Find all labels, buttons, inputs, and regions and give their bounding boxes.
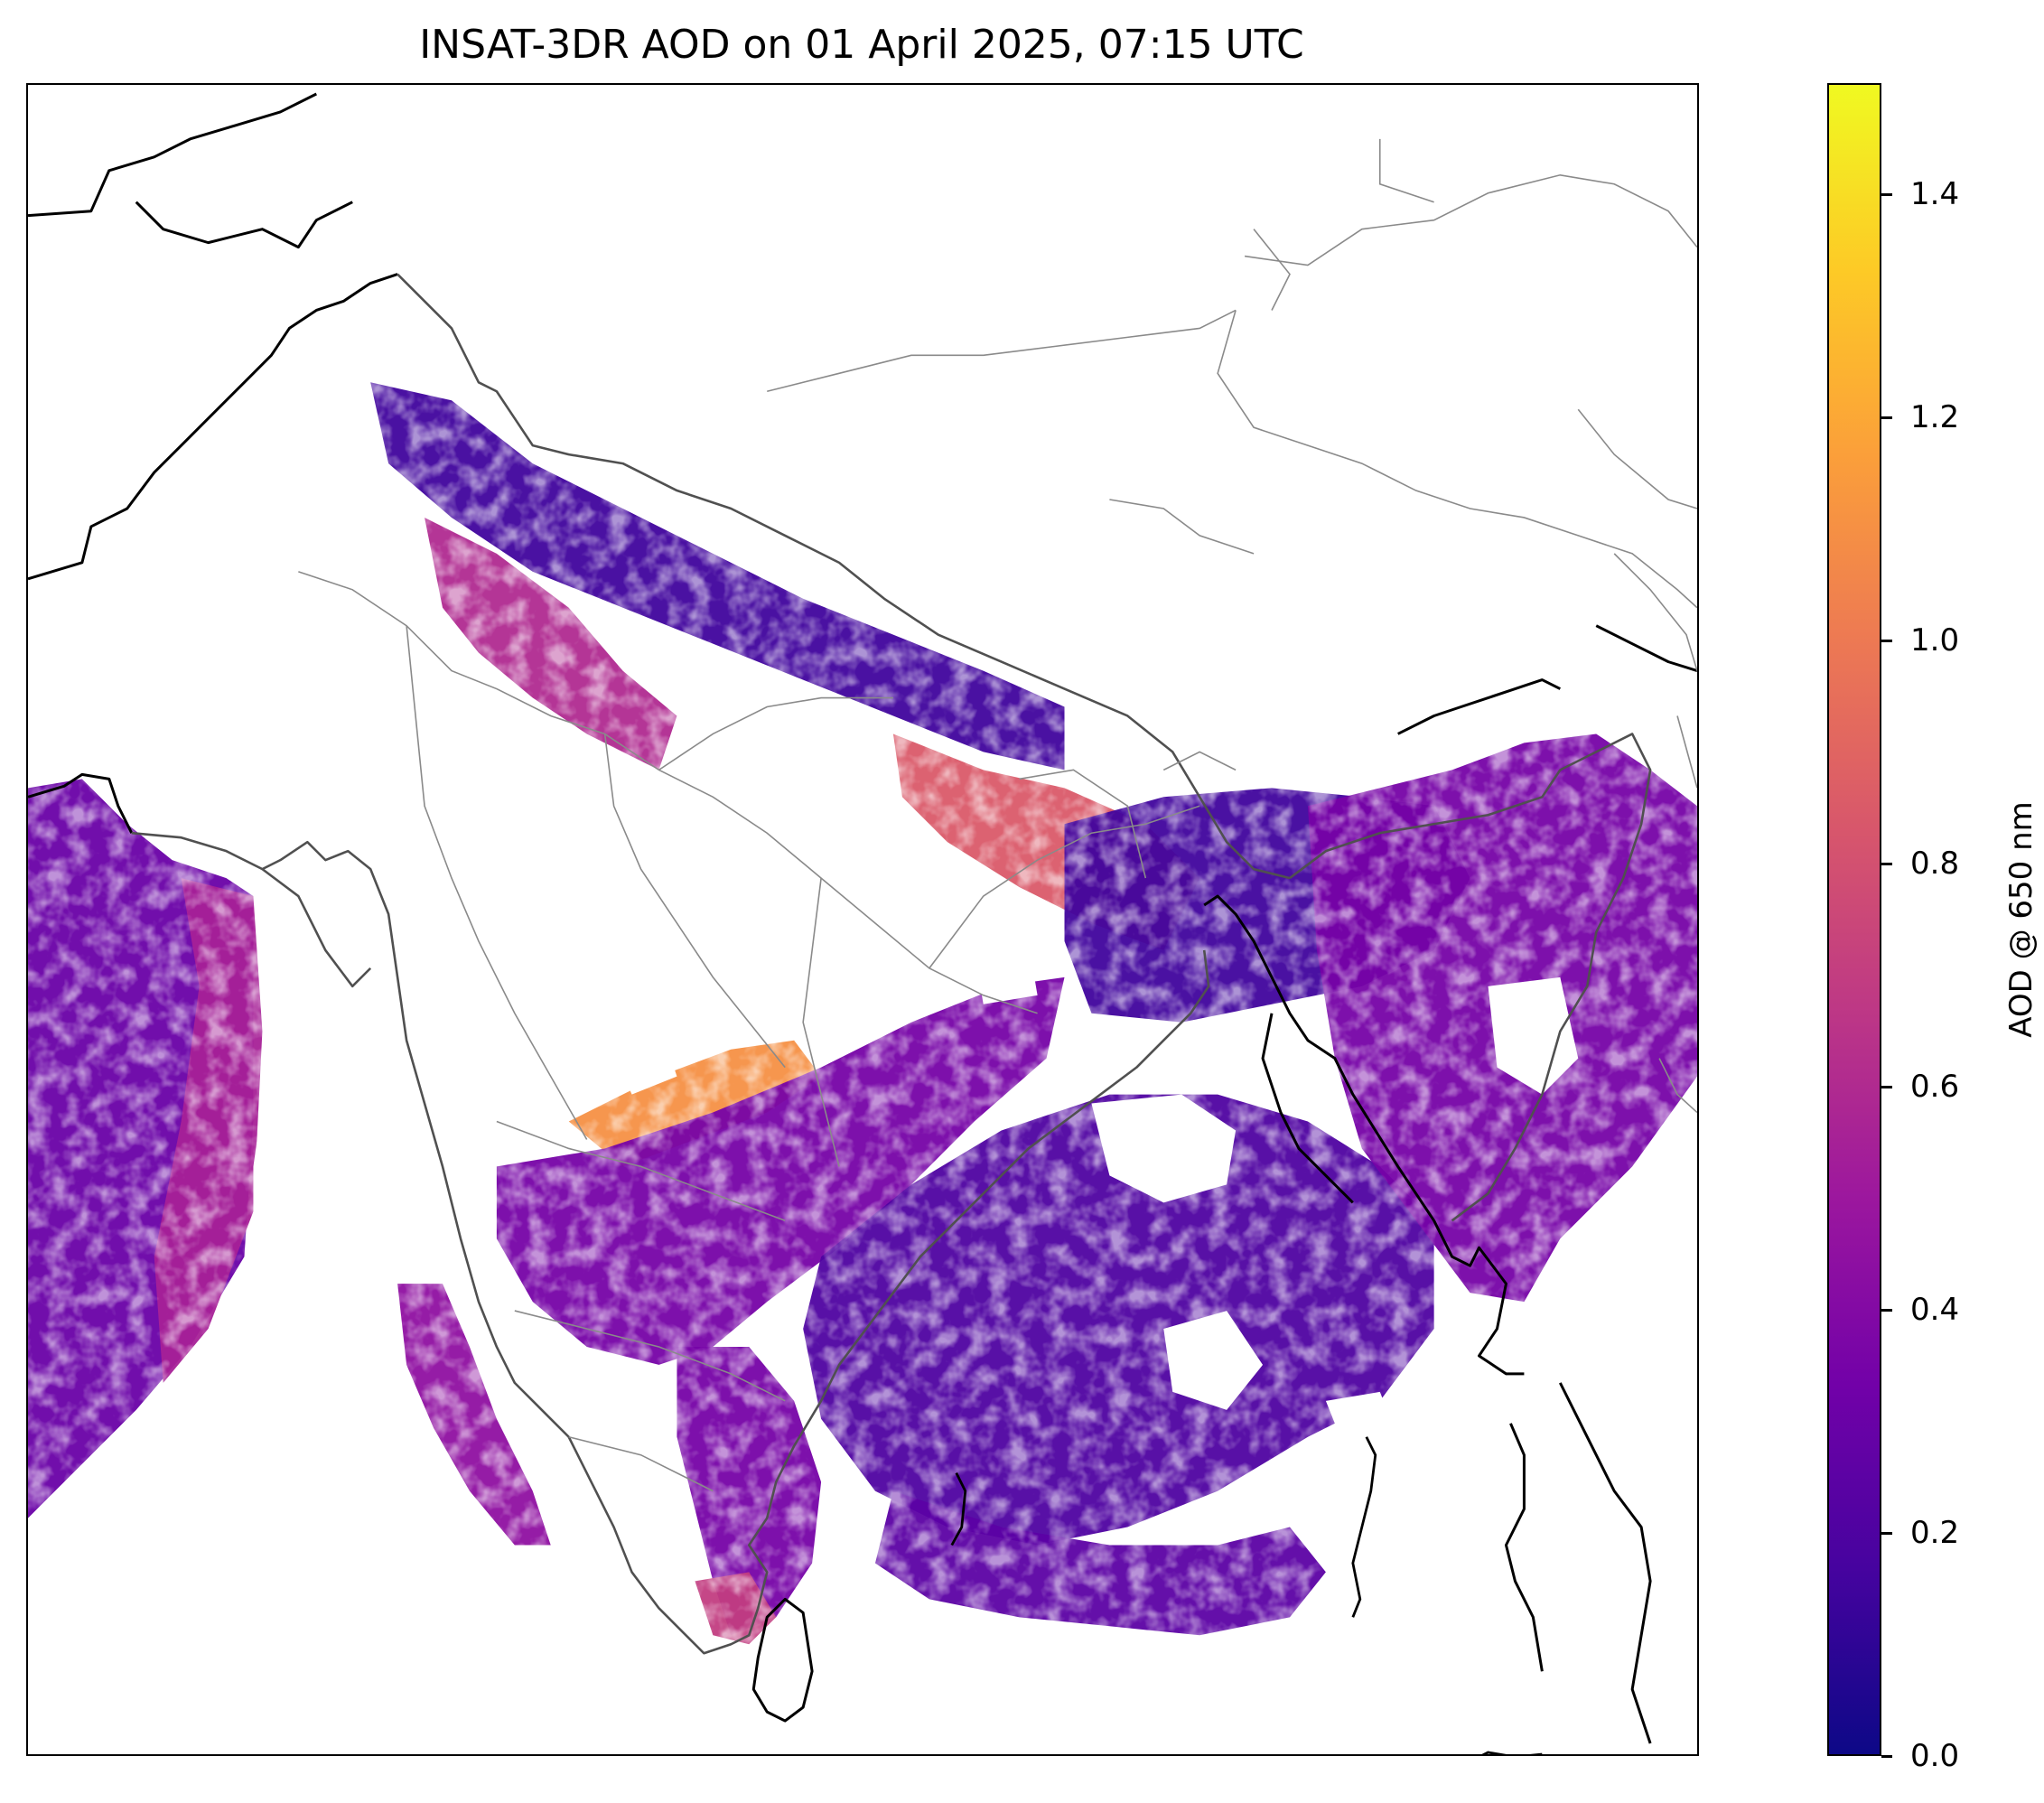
- speckle-overlay: [28, 85, 1697, 1754]
- colorbar-tick-mark: [1881, 416, 1892, 419]
- colorbar-tick-mark: [1881, 863, 1892, 865]
- india-outline: [131, 273, 1652, 1655]
- colorbar-tick-label: 1.4: [1910, 176, 1960, 213]
- colorbar-tick-mark: [1881, 193, 1892, 196]
- colorbar-tick-label: 0.6: [1910, 1069, 1960, 1106]
- colorbar-tick-mark: [1881, 1755, 1892, 1758]
- colorbar-tick-mark: [1881, 1086, 1892, 1088]
- colorbar-label: AOD @ 650 nm: [2003, 801, 2039, 1038]
- colorbar-tick-label: 0.4: [1910, 1292, 1960, 1329]
- islands: [950, 1436, 1543, 1754]
- colorbar-tick-label: 0.8: [1910, 845, 1960, 883]
- map-title: INSAT-3DR AOD on 01 April 2025, 07:15 UT…: [419, 22, 1304, 68]
- colorbar-tick-label: 0.0: [1910, 1738, 1960, 1774]
- colorbar-tick-label: 1.0: [1910, 622, 1960, 659]
- country-borders: [28, 92, 1697, 1744]
- colorbar-tick-label: 1.2: [1910, 399, 1960, 436]
- colorbar-tick-mark: [1881, 1532, 1892, 1535]
- map-canvas: [28, 85, 1697, 1754]
- map-panel: [26, 83, 1699, 1756]
- colorbar-tick-mark: [1881, 1309, 1892, 1312]
- state-boundaries: [298, 138, 1697, 1492]
- colorbar-tick-mark: [1881, 640, 1892, 642]
- colorbar-tick-label: 0.2: [1910, 1515, 1960, 1552]
- colorbar: [1827, 83, 1881, 1756]
